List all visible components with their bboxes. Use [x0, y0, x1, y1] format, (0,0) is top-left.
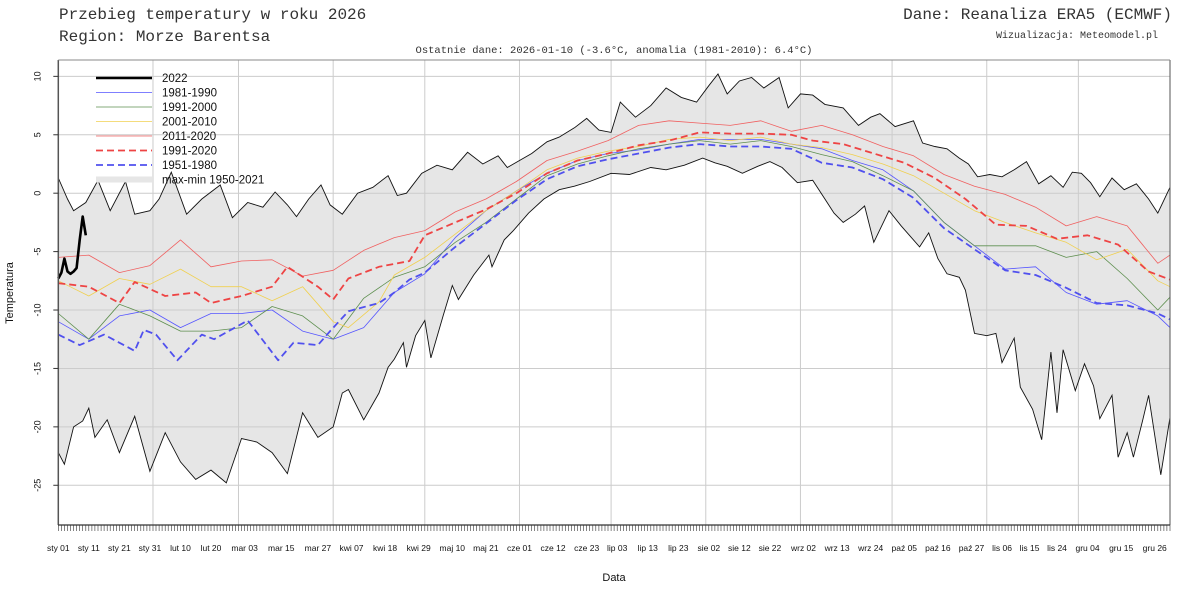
- x-tick-label: wrz 13: [824, 543, 850, 553]
- x-tick-label: gru 26: [1143, 543, 1167, 553]
- plot-area: 10 5 0 -5 -10 -15 -20 -25 sty 01 sty 11 sty 21 sty …: [32, 59, 1171, 553]
- x-tick-label: sie 02: [697, 543, 720, 553]
- x-tick-label: mar 15: [268, 543, 295, 553]
- x-tick-label: mar 27: [305, 543, 332, 553]
- x-tick-label: sty 21: [108, 543, 131, 553]
- x-tick-label: lut 20: [201, 543, 222, 553]
- chart-subtitle: Ostatnie dane: 2026-01-10 (-3.6°C, anoma…: [416, 45, 813, 57]
- max-line: [57, 73, 1171, 219]
- legend: 2022 1981-1990 1991-2000 2001-2010 2011-2020…: [96, 73, 264, 187]
- x-tick-label: lip 03: [607, 543, 628, 553]
- min-line: [57, 157, 1171, 484]
- series-line-2001-2010: [58, 136, 1171, 329]
- y-tick-label: -5: [32, 248, 42, 256]
- y-tick-label: 5: [32, 132, 42, 137]
- chart-region: Region: Morze Barentsa: [59, 28, 271, 46]
- x-tick-label: sty 01: [47, 543, 70, 553]
- legend-label: 2022: [162, 73, 188, 85]
- y-tick-label: -20: [32, 420, 42, 433]
- x-tick-label: maj 21: [473, 543, 499, 553]
- x-tick-label: lis 24: [1047, 543, 1067, 553]
- x-tick-label: wrz 02: [790, 543, 816, 553]
- y-tick-label: -10: [32, 304, 42, 317]
- x-tick-label: paź 05: [892, 543, 918, 553]
- x-axis-label: Data: [602, 572, 626, 584]
- x-tick-label: kwi 29: [407, 543, 431, 553]
- x-tick-label: sty 31: [139, 543, 162, 553]
- x-tick-label: gru 15: [1109, 543, 1133, 553]
- x-minor-ticks: [58, 525, 1171, 531]
- x-tick-label: lis 15: [1020, 543, 1040, 553]
- data-source: Dane: Reanaliza ERA5 (ECMWF): [903, 6, 1172, 24]
- x-tick-label: sie 22: [759, 543, 782, 553]
- y-tick-label: -15: [32, 362, 42, 375]
- series-line-1951-1980: [57, 143, 1171, 362]
- series-line-2022: [57, 215, 88, 280]
- y-tick-label: -25: [32, 479, 42, 492]
- y-tick-label: 0: [32, 191, 42, 196]
- y-tick-label: 10: [32, 71, 42, 81]
- series-line-1991-2000: [58, 140, 1171, 340]
- x-tick-label: paź 27: [959, 543, 985, 553]
- x-tick-label: kwi 07: [339, 543, 363, 553]
- x-tick-label: wrz 24: [857, 543, 883, 553]
- legend-label: max-min 1950-2021: [162, 175, 264, 187]
- series-line-1991-2020: [58, 131, 1171, 304]
- series-line-1981-1990: [58, 138, 1171, 340]
- x-tick-label: lut 10: [170, 543, 191, 553]
- legend-label: 1981-1990: [162, 88, 217, 100]
- x-tick-label: paź 16: [925, 543, 951, 553]
- chart-title: Przebieg temperatury w roku 2026: [59, 6, 366, 24]
- max-min-band: [58, 74, 1170, 483]
- legend-label: 1991-2020: [162, 146, 217, 158]
- x-tick-label: maj 10: [440, 543, 466, 553]
- x-tick-label: lip 23: [668, 543, 689, 553]
- x-tick-label: mar 03: [231, 543, 258, 553]
- x-tick-label: sie 12: [728, 543, 751, 553]
- legend-label: 1951-1980: [162, 160, 217, 172]
- legend-label: 2011-2020: [162, 131, 216, 143]
- x-tick-label: cze 01: [507, 543, 532, 553]
- x-tick-label: sty 11: [78, 543, 100, 553]
- x-tick-label: kwi 18: [373, 543, 397, 553]
- y-axis-label: Temperatura: [4, 261, 16, 324]
- legend-label: 2001-2010: [162, 117, 217, 129]
- x-tick-label: gru 04: [1075, 543, 1099, 553]
- series-line-2011-2020: [58, 120, 1171, 277]
- x-tick-label: lis 06: [992, 543, 1012, 553]
- x-tick-label: cze 23: [574, 543, 599, 553]
- legend-label: 1991-2000: [162, 102, 217, 114]
- x-tick-label: cze 12: [541, 543, 566, 553]
- x-tick-label: lip 13: [638, 543, 659, 553]
- visualization-credit: Wizualizacja: Meteomodel.pl: [996, 30, 1158, 42]
